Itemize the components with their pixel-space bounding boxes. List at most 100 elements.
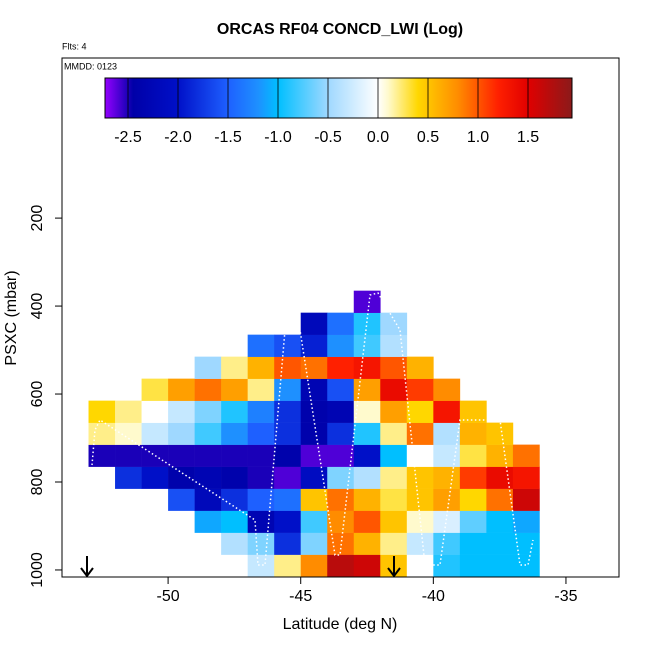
heatmap-cell [141,422,169,445]
x-axis-label: Latitude (deg N) [283,616,398,633]
heatmap-cell [406,400,434,423]
heatmap-cell [247,334,275,357]
heatmap-cell [247,400,275,423]
colorbar-tick-label: 1.5 [517,129,539,146]
heatmap-cell [88,422,116,445]
heatmap-cell [353,378,381,401]
heatmap-cell [353,334,381,357]
heatmap-cell [88,400,116,423]
heatmap-cell [327,444,355,467]
heatmap-cell [327,356,355,379]
heatmap-cell [327,510,355,533]
heatmap-cell [486,554,514,577]
heatmap-cell [115,422,142,445]
heatmap-cell [433,400,461,423]
y-axis-label: PSXC (mbar) [3,270,20,365]
heatmap-cell [327,554,355,577]
heatmap-cell [247,466,275,489]
heatmap-cell [353,356,381,379]
heatmap-cell [406,444,434,467]
heatmap-cell [433,378,461,401]
colorbar-tick-label: 0.5 [417,129,439,146]
heatmap-cell [300,510,328,533]
heatmap-cell [433,422,461,445]
heatmap-cell [300,312,328,335]
heatmap-cell [380,466,408,489]
heatmap-cell [300,334,328,357]
heatmap [88,290,540,577]
heatmap-cell [486,510,514,533]
heatmap-cell [168,488,195,511]
heatmap-cell [380,422,408,445]
heatmap-cell [406,488,434,511]
heatmap-cell [300,400,328,423]
heatmap-cell [380,510,408,533]
heatmap-cell [406,466,434,489]
heatmap-cell [274,488,302,511]
heatmap-cell [168,400,195,423]
heatmap-cell [459,400,487,423]
heatmap-cell [380,400,408,423]
heatmap-cell [512,532,540,555]
colorbar-tick-label: -0.5 [314,129,342,146]
heatmap-cell [353,312,381,335]
colorbar-tick-label: -1.0 [264,129,292,146]
heatmap-cell [194,422,222,445]
heatmap-cell [300,532,328,555]
heatmap-cell [512,444,540,467]
heatmap-cell [486,532,514,555]
heatmap-cell [353,554,381,577]
heatmap-cell [512,554,540,577]
heatmap-cell [406,532,434,555]
heatmap-cell [194,466,222,489]
colorbar-tick-label: 1.0 [467,129,489,146]
heatmap-cell [300,378,328,401]
heatmap-cell [141,444,169,467]
flight-track [91,292,534,566]
heatmap-cell [380,378,408,401]
heatmap-cell [141,378,169,401]
heatmap-cell [459,422,487,445]
heatmap-cell [380,334,408,357]
heatmap-cell [221,356,248,379]
heatmap-cell [327,312,355,335]
heatmap-cell [274,510,302,533]
x-tick-label: -50 [157,588,180,605]
heatmap-cell [168,466,195,489]
heatmap-cell [380,444,408,467]
heatmap-cell [221,444,248,467]
heatmap-cell [247,488,275,511]
annotation: MMDD: 0123 [64,61,117,71]
heatmap-cell [194,400,222,423]
heatmap-cell [353,400,381,423]
heatmap-cell [327,422,355,445]
heatmap-cell [433,466,461,489]
y-tick-label: 1000 [29,552,46,588]
chart-title: ORCAS RF04 CONCD_LWI (Log) [217,21,463,38]
heatmap-cell [353,422,381,445]
heatmap-cell [115,400,142,423]
heatmap-cell [512,488,540,511]
heatmap-cell [459,488,487,511]
heatmap-cell [486,422,514,445]
heatmap-cell [221,466,248,489]
heatmap-cell [459,466,487,489]
heatmap-cell [274,532,302,555]
colorbar-tick-label: 0.0 [367,129,389,146]
heatmap-cell [380,312,408,335]
heatmap-cell [300,554,328,577]
heatmap-cell [221,400,248,423]
heatmap-cell [406,422,434,445]
heatmap-cell [274,334,302,357]
heatmap-cell [247,554,275,577]
heatmap-cell [168,444,195,467]
heatmap-cell [300,356,328,379]
heatmap-cell [115,466,142,489]
heatmap-cell [512,510,540,533]
heatmap-cell [433,510,461,533]
heatmap-cell [300,488,328,511]
heatmap-cell [353,532,381,555]
y-tick-label: 800 [29,469,46,496]
heatmap-cell [327,334,355,357]
